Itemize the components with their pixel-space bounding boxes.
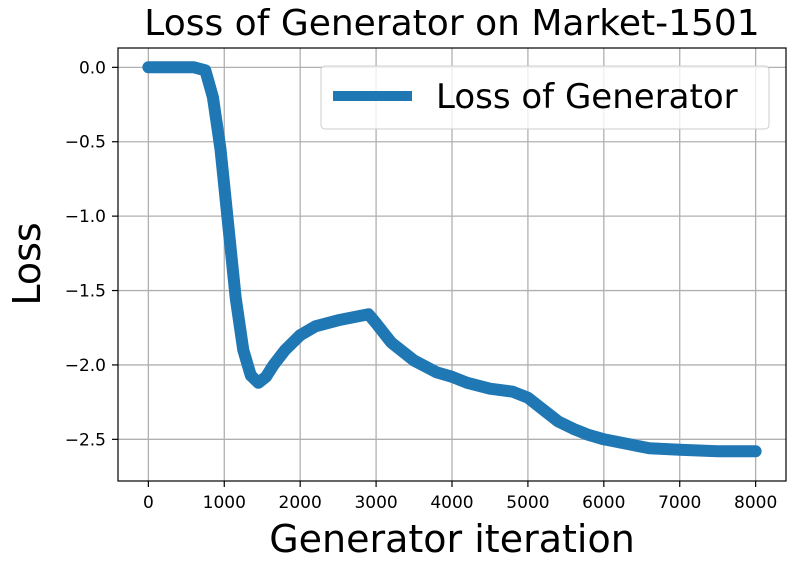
axis-ticks: 0 1000 2000 3000 4000 5000 6000 7000 8000 0.0 −0.5… bbox=[65, 58, 778, 513]
x-tick-label: 0 bbox=[143, 493, 154, 513]
y-tick-label: −0.5 bbox=[65, 133, 106, 153]
y-axis-label: Loss bbox=[5, 222, 49, 305]
x-tick-label: 1000 bbox=[203, 493, 246, 513]
legend-label: Loss of Generator bbox=[436, 77, 738, 117]
y-tick-label: −2.5 bbox=[65, 430, 106, 450]
chart-title: Loss of Generator on Market-1501 bbox=[144, 3, 759, 44]
y-tick-label: −1.0 bbox=[65, 207, 106, 227]
y-tick-label: −2.0 bbox=[65, 356, 106, 376]
x-tick-label: 8000 bbox=[734, 493, 777, 513]
x-axis-label: Generator iteration bbox=[269, 517, 635, 561]
y-tick-label: −1.5 bbox=[65, 282, 106, 302]
legend-box bbox=[320, 65, 770, 130]
x-tick-label: 6000 bbox=[582, 493, 625, 513]
y-tick-label: 0.0 bbox=[79, 58, 106, 78]
x-tick-label: 2000 bbox=[279, 493, 322, 513]
series-line-loss-of-generator bbox=[142, 61, 762, 458]
x-tick-label: 4000 bbox=[430, 493, 473, 513]
x-tick-label: 7000 bbox=[658, 493, 701, 513]
x-tick-label: 5000 bbox=[506, 493, 549, 513]
legend: Loss of Generator bbox=[320, 65, 770, 130]
x-tick-label: 3000 bbox=[354, 493, 397, 513]
